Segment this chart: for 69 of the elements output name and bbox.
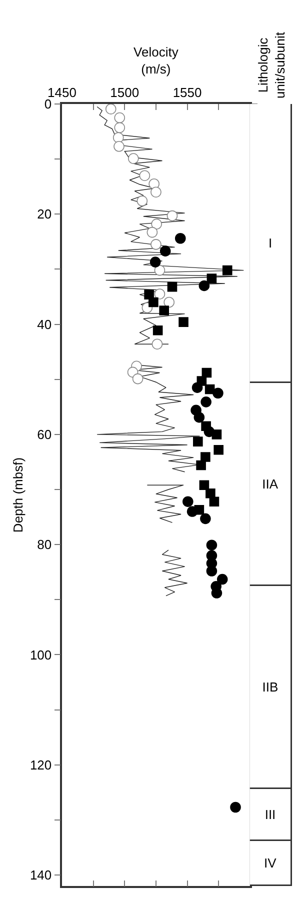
point xyxy=(196,460,206,470)
point xyxy=(178,317,188,327)
point xyxy=(198,280,210,292)
point xyxy=(214,444,224,455)
point xyxy=(114,112,126,124)
point xyxy=(154,288,166,300)
point xyxy=(152,338,163,350)
point xyxy=(128,153,139,164)
point xyxy=(212,430,222,440)
point xyxy=(196,376,207,386)
y-tick-label: 40 xyxy=(37,316,52,332)
point xyxy=(222,265,232,276)
point xyxy=(206,566,218,576)
y-tick-label: 80 xyxy=(37,537,52,552)
point xyxy=(132,373,144,384)
y-tick-label: 100 xyxy=(30,647,52,662)
y-tick-label: 20 xyxy=(37,206,52,222)
x-tick-label: 1500 xyxy=(110,85,140,100)
point xyxy=(194,504,204,515)
point xyxy=(148,297,158,308)
series-label: I xyxy=(268,235,272,250)
point xyxy=(114,141,124,152)
point xyxy=(194,412,205,423)
point xyxy=(167,282,178,292)
series-label: IIA xyxy=(262,476,278,492)
point xyxy=(164,296,175,308)
point xyxy=(206,488,216,498)
point xyxy=(212,388,224,399)
series-label: III xyxy=(264,806,276,822)
point xyxy=(114,122,126,134)
point xyxy=(211,588,222,598)
series-label: IIB xyxy=(262,679,278,694)
point xyxy=(206,274,217,284)
y-tick-label: 60 xyxy=(37,426,52,442)
point xyxy=(150,256,161,268)
point xyxy=(150,239,162,250)
x-tick-label: 1550 xyxy=(172,85,202,100)
point xyxy=(154,264,166,276)
point xyxy=(199,480,210,490)
point xyxy=(206,540,218,551)
chart-title: Lithologic unit/subunit xyxy=(255,32,288,98)
point xyxy=(160,246,171,256)
point xyxy=(209,496,220,507)
point xyxy=(105,104,116,114)
point xyxy=(200,452,210,462)
point xyxy=(230,802,241,813)
point xyxy=(150,186,162,198)
point xyxy=(204,384,215,394)
point xyxy=(139,170,150,181)
point xyxy=(112,132,124,143)
y-tick-label: 140 xyxy=(30,868,52,883)
point xyxy=(200,513,211,524)
point xyxy=(152,325,163,336)
y-axis-title: Depth (mbsf) xyxy=(10,457,26,533)
point xyxy=(151,218,162,230)
series-label: IV xyxy=(264,855,277,870)
y-tick-label: 120 xyxy=(30,757,52,772)
point xyxy=(144,290,154,300)
point xyxy=(201,421,211,432)
x-axis-title: Velocity (m/s) xyxy=(134,44,179,76)
point xyxy=(166,210,178,222)
point xyxy=(159,306,169,316)
point xyxy=(174,232,186,244)
point xyxy=(146,226,158,238)
point xyxy=(200,396,212,408)
point xyxy=(136,196,148,206)
point xyxy=(193,436,203,446)
point xyxy=(216,574,228,585)
point xyxy=(182,496,194,508)
